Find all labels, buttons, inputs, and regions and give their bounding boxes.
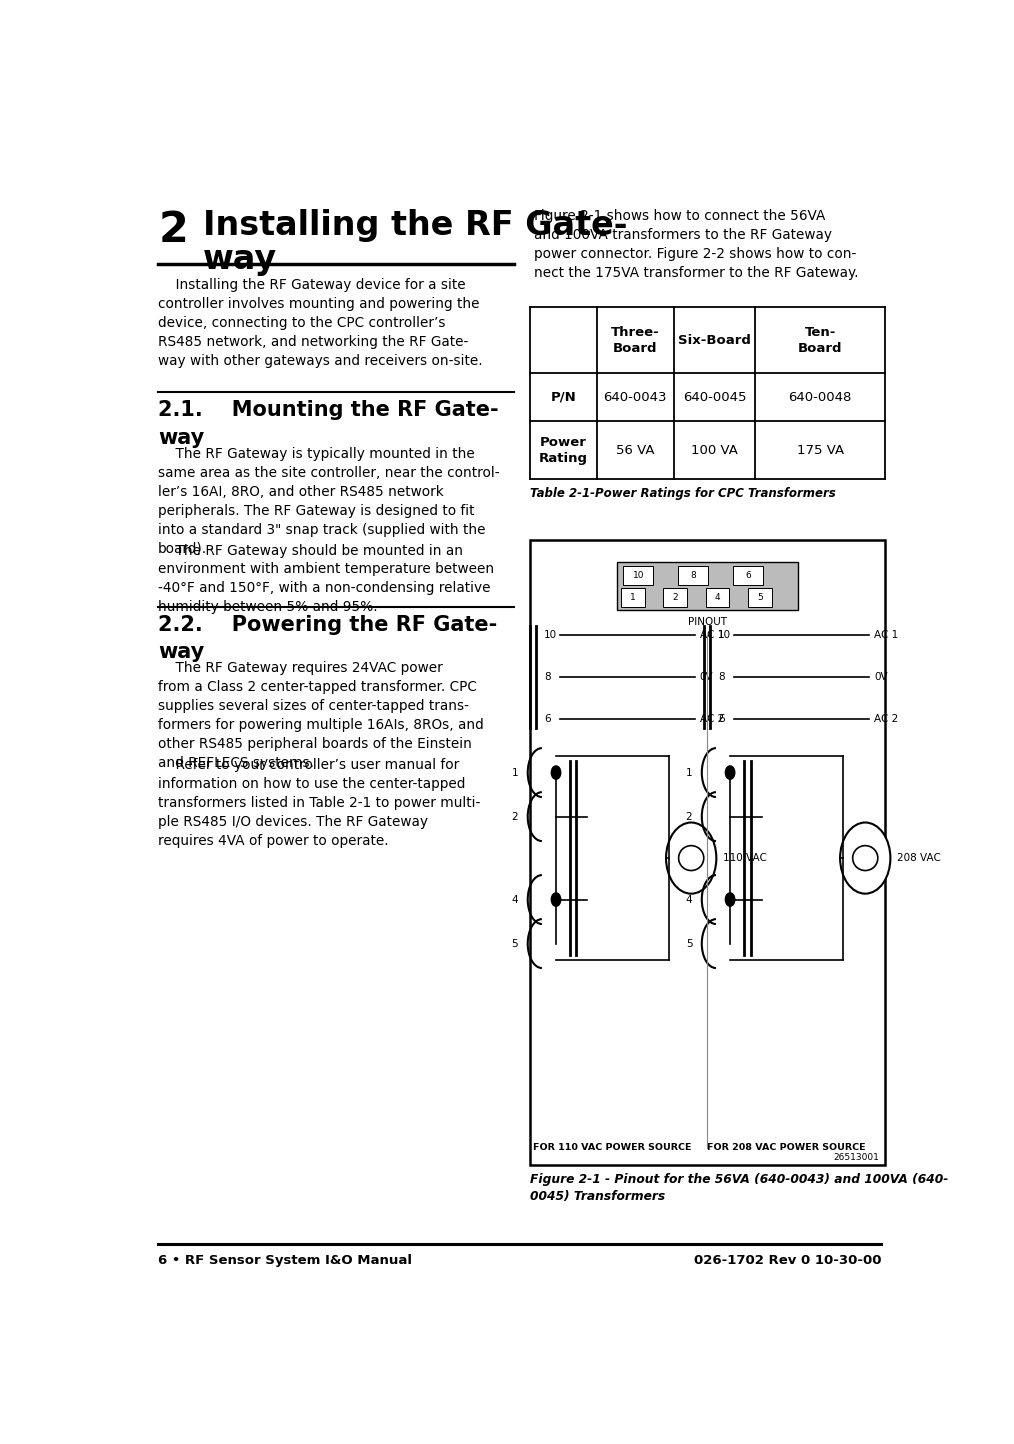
Text: 0V: 0V bbox=[874, 671, 887, 682]
Text: 1: 1 bbox=[630, 593, 636, 602]
Circle shape bbox=[552, 892, 561, 907]
Circle shape bbox=[840, 823, 890, 894]
Text: FOR 110 VAC POWER SOURCE: FOR 110 VAC POWER SOURCE bbox=[533, 1142, 692, 1152]
Circle shape bbox=[725, 765, 735, 780]
Text: Figure 2-1 - Pinout for the 56VA (640-0043) and 100VA (640-
0045) Transformers: Figure 2-1 - Pinout for the 56VA (640-00… bbox=[530, 1173, 948, 1203]
Text: 5: 5 bbox=[757, 593, 763, 602]
Text: 5: 5 bbox=[685, 939, 693, 949]
Text: Installing the RF Gateway device for a site
controller involves mounting and pow: Installing the RF Gateway device for a s… bbox=[158, 277, 483, 368]
Text: 208 VAC: 208 VAC bbox=[896, 853, 941, 864]
Text: 2.2.    Powering the RF Gate-: 2.2. Powering the RF Gate- bbox=[158, 615, 498, 635]
Text: The RF Gateway should be mounted in an
environment with ambient temperature betw: The RF Gateway should be mounted in an e… bbox=[158, 543, 494, 614]
Text: Installing the RF Gate-: Installing the RF Gate- bbox=[203, 209, 628, 241]
Text: AC 2: AC 2 bbox=[700, 715, 724, 725]
Bar bbox=[678, 566, 708, 585]
Text: 640-0043: 640-0043 bbox=[603, 391, 667, 404]
Text: Table 2-1-Power Ratings for CPC Transformers: Table 2-1-Power Ratings for CPC Transfor… bbox=[530, 487, 836, 500]
Text: way: way bbox=[158, 427, 205, 448]
Text: 6: 6 bbox=[545, 715, 551, 725]
Bar bbox=[748, 588, 772, 606]
Text: 8: 8 bbox=[545, 671, 551, 682]
Text: 2: 2 bbox=[672, 593, 678, 602]
Text: 100 VA: 100 VA bbox=[692, 443, 738, 456]
Text: 2.1.    Mounting the RF Gate-: 2.1. Mounting the RF Gate- bbox=[158, 400, 499, 420]
Text: 0V: 0V bbox=[700, 671, 714, 682]
Text: Ten-
Board: Ten- Board bbox=[798, 325, 843, 355]
Text: way: way bbox=[203, 244, 277, 276]
Text: 5: 5 bbox=[512, 939, 518, 949]
Text: 4: 4 bbox=[512, 895, 518, 904]
Text: 26513001: 26513001 bbox=[832, 1152, 879, 1162]
Bar bbox=[663, 588, 687, 606]
Text: The RF Gateway is typically mounted in the
same area as the site controller, nea: The RF Gateway is typically mounted in t… bbox=[158, 446, 500, 556]
Text: 4: 4 bbox=[715, 593, 721, 602]
Text: 6: 6 bbox=[718, 715, 725, 725]
Bar bbox=[621, 588, 645, 606]
Text: Three-
Board: Three- Board bbox=[610, 325, 659, 355]
Text: Six-Board: Six-Board bbox=[678, 334, 751, 347]
Text: 10: 10 bbox=[718, 630, 731, 640]
Text: AC 1: AC 1 bbox=[700, 630, 724, 640]
Text: 640-0048: 640-0048 bbox=[789, 391, 852, 404]
Circle shape bbox=[552, 765, 561, 780]
Text: 2: 2 bbox=[158, 209, 188, 251]
Text: AC 2: AC 2 bbox=[874, 715, 898, 725]
Text: 8: 8 bbox=[691, 572, 697, 580]
Bar bbox=[624, 566, 653, 585]
Text: AC 1: AC 1 bbox=[874, 630, 898, 640]
Text: Figure 2-1 shows how to connect the 56VA
and 100VA transformers to the RF Gatewa: Figure 2-1 shows how to connect the 56VA… bbox=[533, 209, 858, 280]
Text: 6: 6 bbox=[745, 572, 751, 580]
Bar bbox=[733, 566, 764, 585]
Text: 2: 2 bbox=[512, 812, 518, 822]
Text: 10: 10 bbox=[633, 572, 644, 580]
Text: 026-1702 Rev 0 10-30-00: 026-1702 Rev 0 10-30-00 bbox=[694, 1253, 881, 1266]
Text: Power
Rating: Power Rating bbox=[538, 436, 588, 465]
Text: 56 VA: 56 VA bbox=[615, 443, 654, 456]
Text: FOR 208 VAC POWER SOURCE: FOR 208 VAC POWER SOURCE bbox=[708, 1142, 866, 1152]
Bar bbox=[618, 562, 798, 611]
Bar bbox=[530, 540, 885, 1165]
Text: P/N: P/N bbox=[551, 391, 576, 404]
Circle shape bbox=[666, 823, 716, 894]
Text: 2: 2 bbox=[685, 812, 693, 822]
Text: 8: 8 bbox=[718, 671, 725, 682]
Text: 1: 1 bbox=[512, 768, 518, 777]
Text: way: way bbox=[158, 643, 205, 663]
Text: PINOUT: PINOUT bbox=[687, 617, 727, 627]
Text: The RF Gateway requires 24VAC power
from a Class 2 center-tapped transformer. CP: The RF Gateway requires 24VAC power from… bbox=[158, 661, 484, 770]
Text: 110 VAC: 110 VAC bbox=[723, 853, 767, 864]
Text: Refer to your controller’s user manual for
information on how to use the center-: Refer to your controller’s user manual f… bbox=[158, 758, 481, 848]
Text: 4: 4 bbox=[685, 895, 693, 904]
Text: 10: 10 bbox=[545, 630, 558, 640]
Text: 6 • RF Sensor System I&O Manual: 6 • RF Sensor System I&O Manual bbox=[158, 1253, 412, 1266]
Text: 1: 1 bbox=[685, 768, 693, 777]
Text: 175 VA: 175 VA bbox=[797, 443, 844, 456]
Text: 640-0045: 640-0045 bbox=[682, 391, 746, 404]
Circle shape bbox=[725, 892, 735, 907]
Bar bbox=[706, 588, 729, 606]
